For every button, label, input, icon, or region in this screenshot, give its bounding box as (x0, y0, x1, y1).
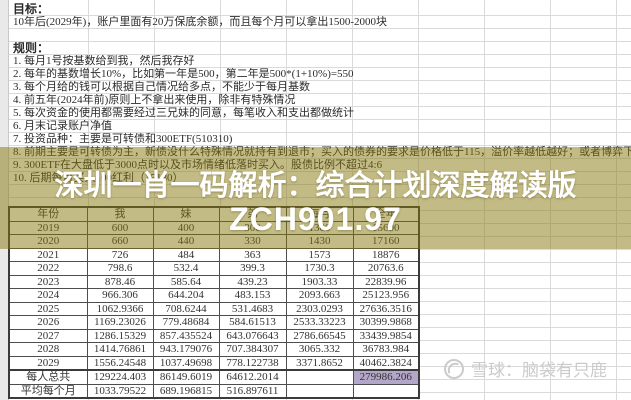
table-cell[interactable]: 3065.332 (285, 342, 354, 357)
table-cell[interactable]: 2027 (8, 328, 88, 343)
highlighted-total-cell[interactable]: 279986.206 (352, 369, 420, 385)
table-row: 2024 966.306 644.204 483.153 2093.663 25123.9… (8, 288, 420, 303)
table-cell[interactable]: 2093.663 (285, 288, 354, 303)
table-cell[interactable]: 1573 (285, 247, 354, 262)
table-cell[interactable]: 1286.15329 (86, 328, 154, 343)
table-row: 2021 726 484 363 1573 18876 (8, 247, 420, 262)
table-cell[interactable]: 584.61513 (218, 315, 287, 330)
table-cell[interactable]: 857.435524 (152, 328, 220, 343)
table-cell[interactable]: 878.46 (86, 274, 154, 289)
table-cell[interactable]: 2786.66545 (285, 328, 354, 343)
promo-code: ZCH901.97 (229, 201, 402, 237)
table-cell[interactable]: 644.204 (152, 288, 220, 303)
table-cell[interactable]: 1037.49698 (152, 355, 220, 371)
table-cell[interactable]: 2029 (8, 355, 88, 371)
sheet-line: 10年后(2029年)，账户里面有20万保底余额，而且每个月可以拿出1500-2… (13, 16, 387, 28)
promo-title: 深圳一肖一码解析：综合计划深度解读版 (54, 170, 577, 202)
sheet-line: 目标： (13, 3, 50, 16)
table-cell[interactable]: 129224.403 (86, 369, 154, 385)
table-row: 平均每个月 1033.79522 689.196815 516.897611 (8, 383, 420, 399)
table-cell[interactable]: 2021 (8, 247, 88, 262)
table-cell[interactable] (285, 383, 354, 399)
xueqiu-logo-icon (444, 358, 464, 379)
table-cell[interactable]: 483.153 (218, 288, 287, 303)
table-cell[interactable]: 1033.79522 (86, 383, 154, 399)
table-row: 2025 1062.9366 708.6244 531.4683 2303.0293 27… (8, 301, 420, 316)
table-row: 2027 1286.15329 857.435524 643.076643 2786.6… (8, 328, 420, 343)
table-cell[interactable]: 798.6 (86, 261, 154, 276)
table-cell[interactable]: 585.64 (152, 274, 220, 289)
table-cell[interactable]: 27636.3516 (352, 301, 420, 316)
table-cell[interactable] (352, 383, 420, 399)
table-row: 2023 878.46 585.64 439.23 1903.33 22839.96 (8, 274, 420, 289)
table-cell[interactable]: 1556.24548 (86, 355, 154, 371)
table-cell[interactable]: 1903.33 (285, 274, 354, 289)
table-cell[interactable]: 1730.3 (285, 261, 354, 276)
table-cell[interactable]: 36783.984 (352, 342, 420, 357)
table-row: 2029 1556.24548 1037.49698 778.122738 3371.8… (8, 355, 420, 371)
table-cell[interactable]: 3371.8652 (285, 355, 354, 371)
table-cell[interactable]: 708.6244 (152, 301, 220, 316)
sheet-line: 6. 月末记录账户净值 (13, 120, 112, 132)
table-cell[interactable]: 2024 (8, 288, 88, 303)
table-row: 2028 1414.76861 943.179076 707.384307 3065.3… (8, 342, 420, 357)
table-cell[interactable]: 2025 (8, 301, 88, 316)
table-cell[interactable]: 532.4 (152, 261, 220, 276)
table-cell[interactable]: 399.3 (218, 261, 287, 276)
table-cell[interactable]: 2022 (8, 261, 88, 276)
table-cell[interactable]: 778.122738 (218, 355, 287, 371)
table-cell[interactable]: 平均每个月 (8, 383, 88, 399)
table-cell[interactable]: 33439.9854 (352, 328, 420, 343)
table-cell[interactable]: 30399.9868 (352, 315, 420, 330)
table-row: 2026 1169.23026 779.48684 584.61513 2533.332… (8, 315, 420, 330)
table-cell[interactable]: 484 (152, 247, 220, 262)
table-cell[interactable]: 20763.6 (352, 261, 420, 276)
sheet-line: 3. 每个月给的钱可以根据自己情况给多点，不能少于每月基数 (13, 81, 310, 93)
table-cell[interactable]: 943.179076 (152, 342, 220, 357)
watermark-label: 雪球：脑袋有只鹿 (471, 361, 607, 380)
watermark: 雪球：脑袋有只鹿 (443, 356, 607, 381)
promo-overlay-band (0, 147, 631, 249)
table-cell[interactable]: 25123.956 (352, 288, 420, 303)
table-cell[interactable]: 779.48684 (152, 315, 220, 330)
sheet-line: 2. 每年的基数增长10%，比如第一年是500，第二年是500*(1+10%)=… (13, 68, 354, 80)
table-cell[interactable]: 2303.0293 (285, 301, 354, 316)
table-cell[interactable]: 18876 (352, 247, 420, 262)
table-cell[interactable]: 2023 (8, 274, 88, 289)
sheet-line: 1. 每月1号按基数给到我，然后我存好 (13, 55, 195, 67)
table-cell[interactable]: 707.384307 (218, 342, 287, 357)
table-cell[interactable]: 531.4683 (218, 301, 287, 316)
table-row: 2022 798.6 532.4 399.3 1730.3 20763.6 (8, 261, 420, 276)
sheet-line: 规则： (13, 42, 50, 55)
promo-overlay-text: 深圳一肖一码解析：综合计划深度解读版 ZCH901.97 (0, 169, 631, 236)
table-cell[interactable]: 2026 (8, 315, 88, 330)
table-cell[interactable]: 363 (218, 247, 287, 262)
table-cell[interactable]: 22839.96 (352, 274, 420, 289)
sheet-line: 7. 投资品种：主要是可转债和300ETF(510310) (13, 133, 233, 145)
table-cell[interactable]: 516.897611 (218, 383, 287, 399)
table-cell[interactable]: 966.306 (86, 288, 154, 303)
table-row: 每人总共 129224.403 86149.6019 64612.2014 279986… (8, 369, 420, 385)
table-cell[interactable]: 86149.6019 (152, 369, 220, 385)
table-cell[interactable]: 1169.23026 (86, 315, 154, 330)
table-cell[interactable]: 439.23 (218, 274, 287, 289)
sheet-line: 5. 每次资金的使用都需要经过三兄妹的同意，每笔收入和支出都做统计 (13, 107, 354, 119)
table-cell[interactable] (285, 369, 354, 385)
table-cell[interactable]: 2028 (8, 342, 88, 357)
table-cell[interactable]: 每人总共 (8, 369, 88, 385)
table-cell[interactable]: 2533.33223 (285, 315, 354, 330)
sheet-line: 4. 前五年(2024年前)原则上不拿出来使用，除非有特殊情况 (13, 94, 296, 106)
table-cell[interactable]: 1414.76861 (86, 342, 154, 357)
table-cell[interactable]: 689.196815 (152, 383, 220, 399)
table-cell[interactable]: 64612.2014 (218, 369, 287, 385)
sheet-line (13, 29, 631, 42)
table-cell[interactable]: 643.076643 (218, 328, 287, 343)
table-cell[interactable]: 1062.9366 (86, 301, 154, 316)
table-cell[interactable]: 40462.3824 (352, 355, 420, 371)
table-cell[interactable]: 726 (86, 247, 154, 262)
